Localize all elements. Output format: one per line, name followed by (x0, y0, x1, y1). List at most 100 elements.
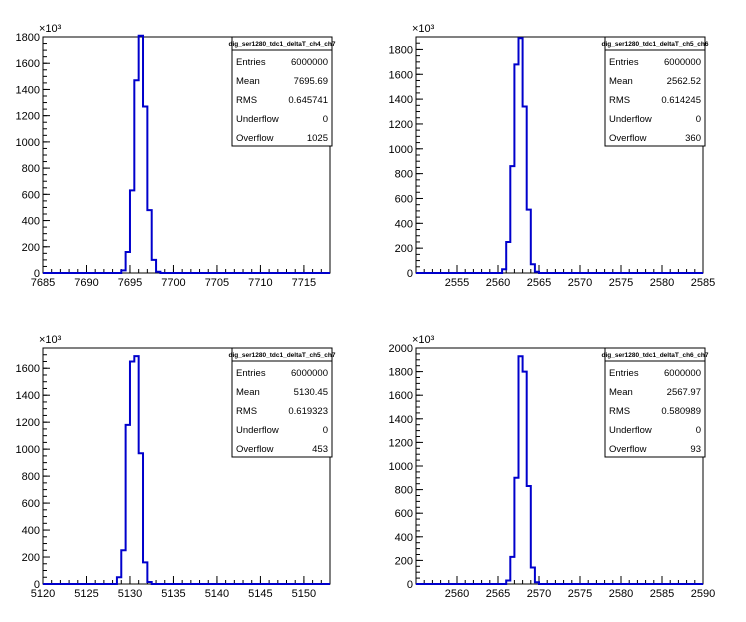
stats-value: 6000000 (664, 57, 701, 68)
stats-label: Overflow (609, 444, 647, 455)
y-tick-label: 1800 (389, 367, 413, 379)
x-tick-label: 2560 (445, 588, 469, 600)
y-multiplier-label: ×10³ (39, 23, 62, 35)
x-tick-label: 5120 (31, 588, 55, 600)
stats-label: Overflow (609, 133, 647, 144)
y-tick-label: 0 (34, 268, 40, 280)
y-tick-label: 1400 (16, 84, 40, 96)
y-tick-label: 600 (395, 508, 413, 520)
y-tick-label: 1800 (16, 32, 40, 44)
y-tick-label: 400 (22, 525, 40, 537)
stats-value: 93 (690, 444, 701, 455)
stats-box-frame (604, 347, 706, 458)
histogram-series-line (416, 37, 703, 274)
stats-label: Mean (609, 387, 633, 398)
y-tick-label: 600 (22, 189, 40, 201)
y-tick-label: 0 (34, 579, 40, 591)
y-tick-label: 1200 (389, 119, 413, 131)
x-tick-label: 5145 (248, 588, 272, 600)
stats-value: 453 (312, 444, 328, 455)
x-tick-label: 2570 (568, 277, 592, 289)
stats-box: dig_ser1280_tdc1_deltaT_ch5_ch7 Entries 60… (229, 347, 336, 458)
x-tick-label: 7715 (292, 277, 316, 289)
y-tick-label: 1800 (389, 44, 413, 56)
y-tick-label: 1000 (389, 461, 413, 473)
stats-value: 360 (685, 133, 701, 144)
stats-value: 2567.97 (667, 387, 701, 398)
stats-box: dig_ser1280_tdc1_deltaT_ch5_ch6 Entries 60… (602, 36, 709, 147)
y-tick-label: 800 (395, 169, 413, 181)
stats-title: dig_ser1280_tdc1_deltaT_ch5_ch7 (229, 352, 336, 359)
y-tick-label: 1000 (16, 444, 40, 456)
x-tick-label: 7705 (205, 277, 229, 289)
stats-label: Overflow (236, 133, 274, 144)
stats-label: RMS (236, 95, 257, 106)
stats-box: dig_ser1280_tdc1_deltaT_ch6_ch7 Entries 60… (602, 347, 709, 458)
y-multiplier-label: ×10³ (412, 334, 435, 346)
stats-label: Mean (236, 76, 260, 87)
y-tick-label: 1600 (16, 363, 40, 375)
stats-box-frame (231, 36, 333, 147)
stats-label: Overflow (236, 444, 274, 455)
y-tick-label: 1600 (389, 69, 413, 81)
histogram-panel: 0 200 400 600 800 1000 1200 1400 1600 1800 2000 256… (389, 334, 716, 600)
x-tick-label: 2585 (691, 277, 715, 289)
histogram-series-line (43, 355, 330, 585)
stats-value: 6000000 (291, 57, 328, 68)
stats-label: Entries (236, 57, 266, 68)
stats-value: 0.614245 (661, 95, 701, 106)
x-tick-label: 7710 (248, 277, 272, 289)
stats-label: Underflow (609, 114, 652, 125)
stats-value: 0 (323, 425, 328, 436)
stats-label: Mean (236, 387, 260, 398)
y-tick-label: 1200 (389, 437, 413, 449)
stats-title: dig_ser1280_tdc1_deltaT_ch5_ch6 (602, 41, 709, 48)
histogram-panel: 0 200 400 600 800 1000 1200 1400 1600 5120 5125 513… (16, 334, 336, 600)
histogram-panel: 0 200 400 600 800 1000 1200 1400 1600 1800 2555 256… (389, 23, 716, 289)
y-tick-label: 1600 (16, 58, 40, 70)
y-tick-label: 0 (407, 268, 413, 280)
stats-value: 0 (696, 114, 701, 125)
stats-value: 6000000 (291, 368, 328, 379)
stats-box-frame (231, 347, 333, 458)
stats-label: RMS (609, 406, 630, 417)
stats-value: 2562.52 (667, 76, 701, 87)
x-tick-label: 2575 (568, 588, 592, 600)
y-tick-label: 1000 (16, 137, 40, 149)
stats-value: 0.645741 (288, 95, 328, 106)
stats-label: Entries (609, 368, 639, 379)
y-tick-label: 1400 (389, 414, 413, 426)
x-tick-label: 2585 (650, 588, 674, 600)
stats-value: 1025 (307, 133, 328, 144)
x-tick-label: 2590 (691, 588, 715, 600)
stats-box: dig_ser1280_tdc1_deltaT_ch4_ch7 Entries 60… (229, 36, 336, 147)
stats-label: RMS (236, 406, 257, 417)
x-tick-label: 5125 (74, 588, 98, 600)
x-tick-label: 7685 (31, 277, 55, 289)
y-tick-label: 600 (22, 498, 40, 510)
x-tick-label: 5130 (118, 588, 142, 600)
x-tick-label: 5140 (205, 588, 229, 600)
x-tick-label: 2580 (650, 277, 674, 289)
histogram-series-line (43, 34, 330, 274)
y-multiplier-label: ×10³ (412, 23, 435, 35)
stats-label: RMS (609, 95, 630, 106)
y-tick-label: 800 (22, 471, 40, 483)
y-tick-label: 200 (22, 552, 40, 564)
histogram-panel: 0 200 400 600 800 1000 1200 1400 1600 1800 7685 769… (16, 23, 336, 289)
y-tick-label: 200 (22, 242, 40, 254)
y-tick-label: 200 (395, 243, 413, 255)
stats-label: Underflow (609, 425, 652, 436)
x-tick-label: 5150 (292, 588, 316, 600)
stats-label: Underflow (236, 114, 279, 125)
y-tick-label: 2000 (389, 343, 413, 355)
stats-value: 0.619323 (288, 406, 328, 417)
stats-value: 6000000 (664, 368, 701, 379)
y-tick-label: 800 (395, 485, 413, 497)
x-tick-label: 2555 (445, 277, 469, 289)
stats-label: Mean (609, 76, 633, 87)
x-tick-label: 2575 (609, 277, 633, 289)
stats-label: Entries (236, 368, 266, 379)
stats-value: 0 (323, 114, 328, 125)
